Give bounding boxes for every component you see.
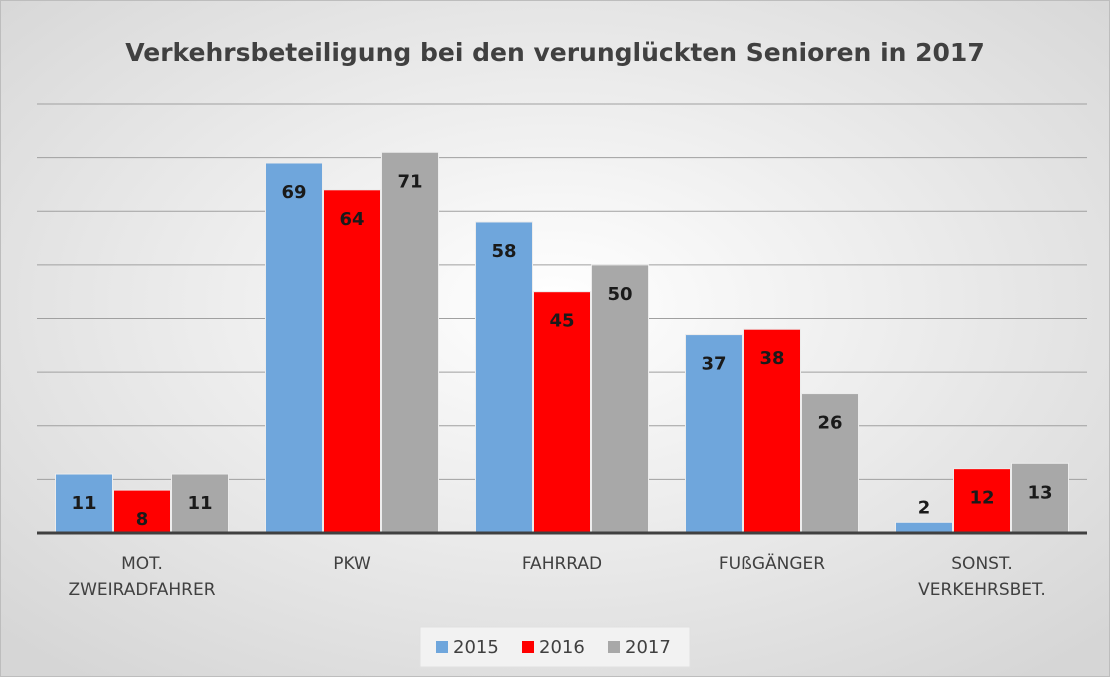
- data-label: 64: [339, 209, 364, 230]
- bar: [801, 393, 859, 534]
- legend-box: [419, 626, 691, 668]
- bar: [265, 162, 323, 534]
- legend-swatch: [522, 641, 534, 653]
- bar: [591, 264, 649, 534]
- legend-label: 2016: [539, 637, 585, 658]
- data-label: 37: [701, 354, 726, 375]
- legend-swatch: [608, 641, 620, 653]
- bar: [171, 473, 229, 534]
- data-label: 26: [817, 413, 842, 434]
- legend-label: 2015: [453, 637, 499, 658]
- data-label: 11: [71, 493, 96, 514]
- bar: [1011, 462, 1069, 534]
- bar: [475, 221, 533, 534]
- chart-title: Verkehrsbeteiligung bei den verunglückte…: [125, 38, 984, 67]
- bar: [55, 473, 113, 534]
- data-label: 50: [607, 284, 632, 305]
- data-label: 8: [136, 509, 149, 530]
- bar: [895, 521, 953, 534]
- data-label: 11: [187, 493, 212, 514]
- x-tick-label: FUßGÄNGER: [718, 554, 826, 574]
- data-label: 69: [281, 182, 306, 203]
- bar: [113, 489, 171, 534]
- data-label: 38: [759, 348, 784, 369]
- data-label: 13: [1027, 482, 1052, 503]
- bar: [953, 468, 1011, 534]
- data-label: 71: [397, 171, 422, 192]
- bar: [323, 189, 381, 534]
- x-tick-label: MOT. ZWEIRADFAHRER: [68, 554, 216, 600]
- bar: [743, 328, 801, 534]
- data-label: 45: [549, 311, 574, 332]
- legend-label: 2017: [625, 637, 671, 658]
- x-tick-label: FAHRRAD: [521, 554, 603, 574]
- x-tick-label: PKW: [333, 554, 371, 574]
- bar: [381, 151, 439, 534]
- data-label: 2: [918, 497, 931, 518]
- x-tick-label: SONST. VERKEHRSBET.: [918, 554, 1046, 600]
- bar: [533, 291, 591, 534]
- legend-swatch: [436, 641, 448, 653]
- data-label: 12: [969, 488, 994, 509]
- data-label: 58: [491, 241, 516, 262]
